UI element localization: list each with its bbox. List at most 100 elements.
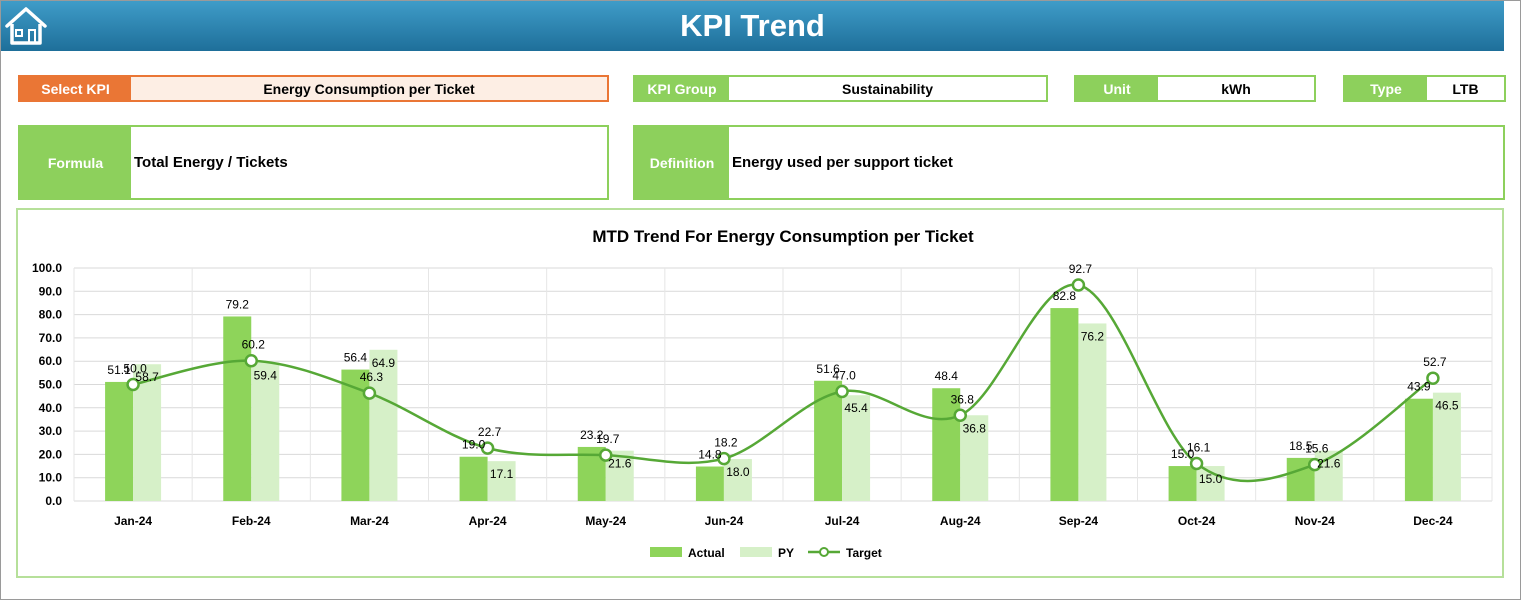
- data-label-py: 21.6: [1317, 457, 1341, 471]
- data-label-py: 15.0: [1199, 472, 1223, 486]
- type-value: LTB: [1452, 80, 1479, 97]
- data-label-actual: 56.4: [344, 351, 368, 365]
- data-label-actual: 79.2: [226, 297, 250, 311]
- data-label-target: 46.3: [360, 370, 384, 384]
- bar-py: [960, 415, 989, 501]
- data-label-target: 22.7: [478, 425, 502, 439]
- data-label-py: 21.6: [608, 457, 632, 471]
- data-label-target: 36.8: [951, 392, 975, 406]
- page-title: KPI Trend: [680, 8, 825, 43]
- bar-actual: [105, 381, 134, 501]
- unit-box: Unit kWh: [1074, 75, 1316, 102]
- chart-title: MTD Trend For Energy Consumption per Tic…: [592, 227, 974, 246]
- bar-py: [723, 459, 752, 501]
- y-tick-label: 60.0: [39, 354, 63, 368]
- data-label-actual: 19.0: [462, 438, 486, 452]
- select-kpi-label: Select KPI: [20, 77, 131, 100]
- definition-box: Definition Energy used per support ticke…: [633, 125, 1505, 200]
- type-box: Type LTB: [1343, 75, 1506, 102]
- x-tick-label: Nov-24: [1295, 514, 1335, 528]
- y-tick-label: 80.0: [39, 308, 63, 322]
- data-label-actual: 23.2: [580, 428, 604, 442]
- target-marker: [599, 448, 613, 462]
- data-label-target: 52.7: [1423, 355, 1447, 369]
- x-tick-label: May-24: [585, 514, 626, 528]
- bar-actual: [1050, 308, 1079, 501]
- x-tick-label: Jul-24: [825, 514, 860, 528]
- target-marker: [362, 386, 377, 400]
- x-tick-label: Feb-24: [232, 514, 271, 528]
- formula-box: Formula Total Energy / Tickets: [18, 125, 609, 200]
- bar-actual: [1404, 398, 1433, 501]
- target-marker: [1308, 457, 1322, 472]
- data-label-actual: 48.4: [935, 369, 959, 383]
- target-marker: [717, 451, 731, 466]
- data-label-target: 92.7: [1069, 262, 1093, 276]
- target-marker: [244, 353, 258, 368]
- y-tick-label: 20.0: [39, 447, 63, 461]
- data-label-target: 50.0: [123, 362, 147, 376]
- bar-actual: [223, 316, 252, 501]
- data-label-py: 59.4: [254, 369, 278, 383]
- data-label-py: 76.2: [1081, 329, 1105, 343]
- formula-label: Formula: [20, 127, 131, 198]
- y-tick-label: 50.0: [39, 378, 63, 392]
- target-marker: [126, 377, 140, 392]
- select-kpi-box[interactable]: Select KPI Energy Consumption per Ticket: [18, 75, 609, 102]
- kpi-group-label: KPI Group: [635, 77, 729, 100]
- y-tick-label: 30.0: [39, 424, 63, 438]
- bar-actual: [459, 456, 488, 501]
- legend-label-actual: Actual: [688, 546, 725, 560]
- data-label-actual: 82.8: [1053, 289, 1077, 303]
- legend-label-target: Target: [846, 546, 882, 560]
- bar-py: [1078, 323, 1107, 501]
- x-tick-label: Aug-24: [940, 514, 981, 528]
- definition-value: Energy used per support ticket: [732, 154, 953, 171]
- select-kpi-dropdown[interactable]: Energy Consumption per Ticket: [131, 77, 607, 100]
- data-label-actual: 15.0: [1171, 447, 1195, 461]
- bar-actual: [695, 466, 724, 501]
- data-label-py: 18.0: [726, 465, 750, 479]
- data-label-target: 47.0: [832, 368, 856, 382]
- x-tick-label: Sep-24: [1059, 514, 1099, 528]
- x-tick-label: Apr-24: [469, 514, 507, 528]
- target-marker: [953, 408, 967, 423]
- data-label-target: 16.1: [1187, 440, 1211, 454]
- kpi-group-value: Sustainability: [841, 80, 934, 97]
- unit-label: Unit: [1076, 77, 1158, 100]
- target-marker: [835, 384, 849, 399]
- data-label-py: 46.5: [1435, 399, 1459, 413]
- data-label-target: 19.7: [596, 432, 620, 446]
- bar-py: [369, 349, 398, 501]
- x-tick-label: Mar-24: [350, 514, 389, 528]
- data-label-actual: 51.6: [816, 362, 840, 376]
- y-tick-label: 70.0: [39, 331, 63, 345]
- x-tick-label: Dec-24: [1413, 514, 1453, 528]
- bar-py: [487, 461, 516, 501]
- data-label-py: 45.4: [844, 401, 868, 415]
- data-label-actual: 43.9: [1407, 380, 1431, 394]
- data-label-target: 18.2: [714, 436, 738, 450]
- data-label-actual: 18.5: [1289, 439, 1313, 453]
- data-label-py: 36.8: [963, 421, 987, 435]
- chart-panel: MTD Trend For Energy Consumption per Tic…: [16, 208, 1504, 578]
- bar-actual: [814, 380, 843, 501]
- kpi-group-box: KPI Group Sustainability: [633, 75, 1048, 102]
- target-marker: [1071, 278, 1086, 292]
- bar-py: [1432, 392, 1461, 501]
- data-label-py: 64.9: [372, 356, 396, 370]
- data-label-target: 60.2: [242, 338, 266, 352]
- page-header: KPI Trend: [1, 1, 1504, 51]
- x-tick-label: Jan-24: [114, 514, 152, 528]
- legend-label-py: PY: [778, 546, 794, 560]
- y-tick-label: 90.0: [39, 284, 63, 298]
- x-tick-label: Jun-24: [705, 514, 744, 528]
- y-tick-label: 10.0: [39, 471, 63, 485]
- legend-marker-target: [819, 547, 829, 557]
- formula-value: Total Energy / Tickets: [134, 154, 288, 171]
- home-icon[interactable]: [4, 6, 48, 46]
- bar-py: [251, 362, 280, 501]
- target-marker: [1426, 371, 1440, 385]
- definition-label: Definition: [635, 127, 729, 198]
- mtd-trend-chart: MTD Trend For Energy Consumption per Tic…: [32, 227, 1493, 560]
